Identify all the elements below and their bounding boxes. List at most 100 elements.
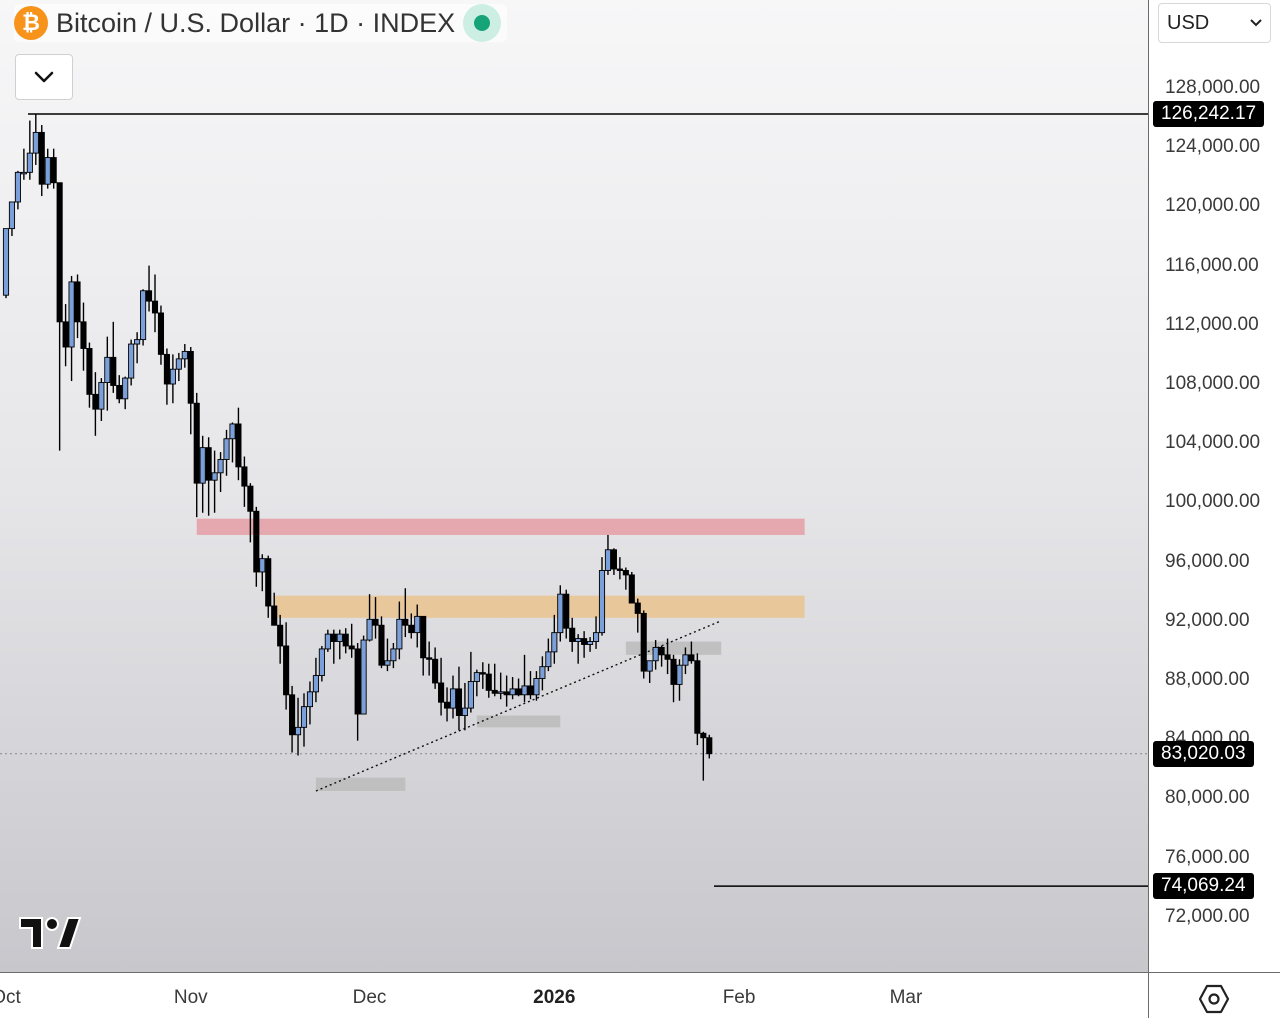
price-tick-label: 116,000.00 bbox=[1165, 254, 1259, 276]
candle-down bbox=[283, 645, 290, 696]
candle-down bbox=[74, 281, 81, 323]
bitcoin-logo-icon: ₿ bbox=[14, 6, 48, 40]
candle-down bbox=[50, 157, 57, 184]
price-marker-label: 126,242.17 bbox=[1153, 101, 1265, 128]
candle-up bbox=[539, 666, 546, 679]
candle-up bbox=[575, 638, 582, 642]
candle-down bbox=[616, 568, 623, 571]
candle-up bbox=[98, 382, 105, 410]
candle-down bbox=[86, 348, 93, 395]
resistance-zone bbox=[196, 518, 805, 535]
candle-down bbox=[271, 605, 278, 626]
candle-down bbox=[265, 558, 272, 607]
candle-up bbox=[336, 633, 343, 642]
symbol-title[interactable]: Bitcoin / U.S. Dollar · 1D · INDEX bbox=[56, 7, 456, 38]
demand-zone bbox=[476, 715, 561, 728]
candle-down bbox=[426, 657, 433, 660]
candle-down bbox=[38, 131, 45, 185]
price-chart[interactable] bbox=[0, 0, 1148, 972]
candle-up bbox=[384, 660, 391, 666]
candle-up bbox=[390, 648, 397, 662]
candle-down bbox=[455, 688, 463, 716]
candle-up bbox=[521, 685, 528, 696]
candle-down bbox=[62, 321, 69, 348]
price-tick-label: 96,000.00 bbox=[1165, 550, 1250, 572]
price-tick-label: 108,000.00 bbox=[1165, 373, 1261, 394]
candle-up bbox=[467, 681, 474, 709]
candle-down bbox=[247, 485, 254, 512]
time-tick-label: Dec bbox=[352, 987, 387, 1008]
candle-down bbox=[479, 672, 486, 675]
price-tick-label: 120,000.00 bbox=[1165, 195, 1261, 217]
currency-select[interactable]: USD bbox=[1158, 3, 1271, 43]
candle-down bbox=[330, 633, 337, 642]
candle-up bbox=[497, 691, 504, 694]
candle-down bbox=[116, 385, 123, 400]
time-tick-label: Nov bbox=[173, 987, 208, 1008]
price-tick-label: 124,000.00 bbox=[1165, 136, 1261, 158]
candle-down bbox=[658, 646, 665, 656]
candle-up bbox=[473, 672, 480, 682]
candle-up bbox=[592, 632, 600, 642]
candle-down bbox=[527, 685, 534, 696]
tradingview-logo[interactable] bbox=[18, 916, 82, 955]
candle-up bbox=[2, 228, 10, 296]
price-tick-label: 92,000.00 bbox=[1165, 609, 1250, 631]
candle-down bbox=[563, 593, 570, 629]
candle-down bbox=[110, 356, 117, 386]
price-tick-label: 80,000.00 bbox=[1165, 787, 1250, 809]
candle-up bbox=[14, 171, 21, 203]
gear-icon[interactable] bbox=[1198, 984, 1230, 1019]
candle-up bbox=[128, 343, 135, 379]
candle-up bbox=[396, 618, 403, 650]
candle-down bbox=[581, 638, 588, 645]
candle-down bbox=[706, 737, 713, 755]
candle-up bbox=[306, 691, 314, 708]
time-tick-label: Feb bbox=[722, 987, 756, 1008]
candle-up bbox=[461, 707, 468, 716]
price-axis[interactable]: 128,000.00 124,000.00 120,000.00 116,000.00… bbox=[1148, 0, 1280, 972]
candle-up bbox=[676, 664, 683, 685]
candle-up bbox=[44, 157, 51, 185]
candle-up bbox=[26, 152, 33, 173]
candle-down bbox=[491, 689, 498, 694]
candle-up bbox=[181, 350, 188, 360]
candle-up bbox=[557, 593, 564, 634]
candle-down bbox=[193, 402, 200, 484]
price-tick-label: 76,000.00 bbox=[1165, 846, 1250, 868]
candle-down bbox=[151, 300, 159, 314]
symbol-header[interactable]: ₿ Bitcoin / U.S. Dollar · 1D · INDEX bbox=[14, 4, 508, 42]
price-tick-label: 128,000.00 bbox=[1165, 77, 1261, 98]
candle-down bbox=[694, 660, 701, 734]
candle-up bbox=[229, 423, 236, 440]
chart-area[interactable] bbox=[0, 0, 1148, 972]
candle-up bbox=[366, 618, 373, 641]
collapse-button[interactable] bbox=[15, 54, 73, 100]
candle-up bbox=[449, 688, 457, 709]
status-dot bbox=[474, 15, 491, 31]
candle-down bbox=[289, 694, 296, 736]
candle-up bbox=[509, 688, 516, 696]
candle-down bbox=[235, 423, 242, 468]
candle-down bbox=[241, 466, 248, 487]
candle-down bbox=[92, 393, 99, 410]
candle-down bbox=[145, 290, 153, 302]
candle-up bbox=[646, 660, 653, 672]
price-tick-label: 72,000.00 bbox=[1165, 905, 1250, 927]
candle-up bbox=[533, 678, 540, 696]
candle-down bbox=[443, 701, 451, 709]
price-tick-label: 88,000.00 bbox=[1165, 669, 1250, 690]
market-status-icon[interactable] bbox=[463, 4, 502, 42]
candle-up bbox=[259, 558, 266, 573]
supply-zone bbox=[274, 595, 805, 618]
candle-down bbox=[157, 312, 165, 355]
candle-up bbox=[414, 615, 421, 634]
candle-down bbox=[253, 510, 260, 573]
candle-down bbox=[503, 691, 510, 696]
candle-up bbox=[652, 646, 659, 662]
time-axis[interactable]: Oct Nov Dec 2026 Feb Mar bbox=[0, 972, 1148, 1018]
demand-zone bbox=[315, 777, 406, 791]
candle-down bbox=[408, 624, 415, 634]
candle-down bbox=[372, 618, 379, 626]
candle-up bbox=[294, 726, 302, 736]
